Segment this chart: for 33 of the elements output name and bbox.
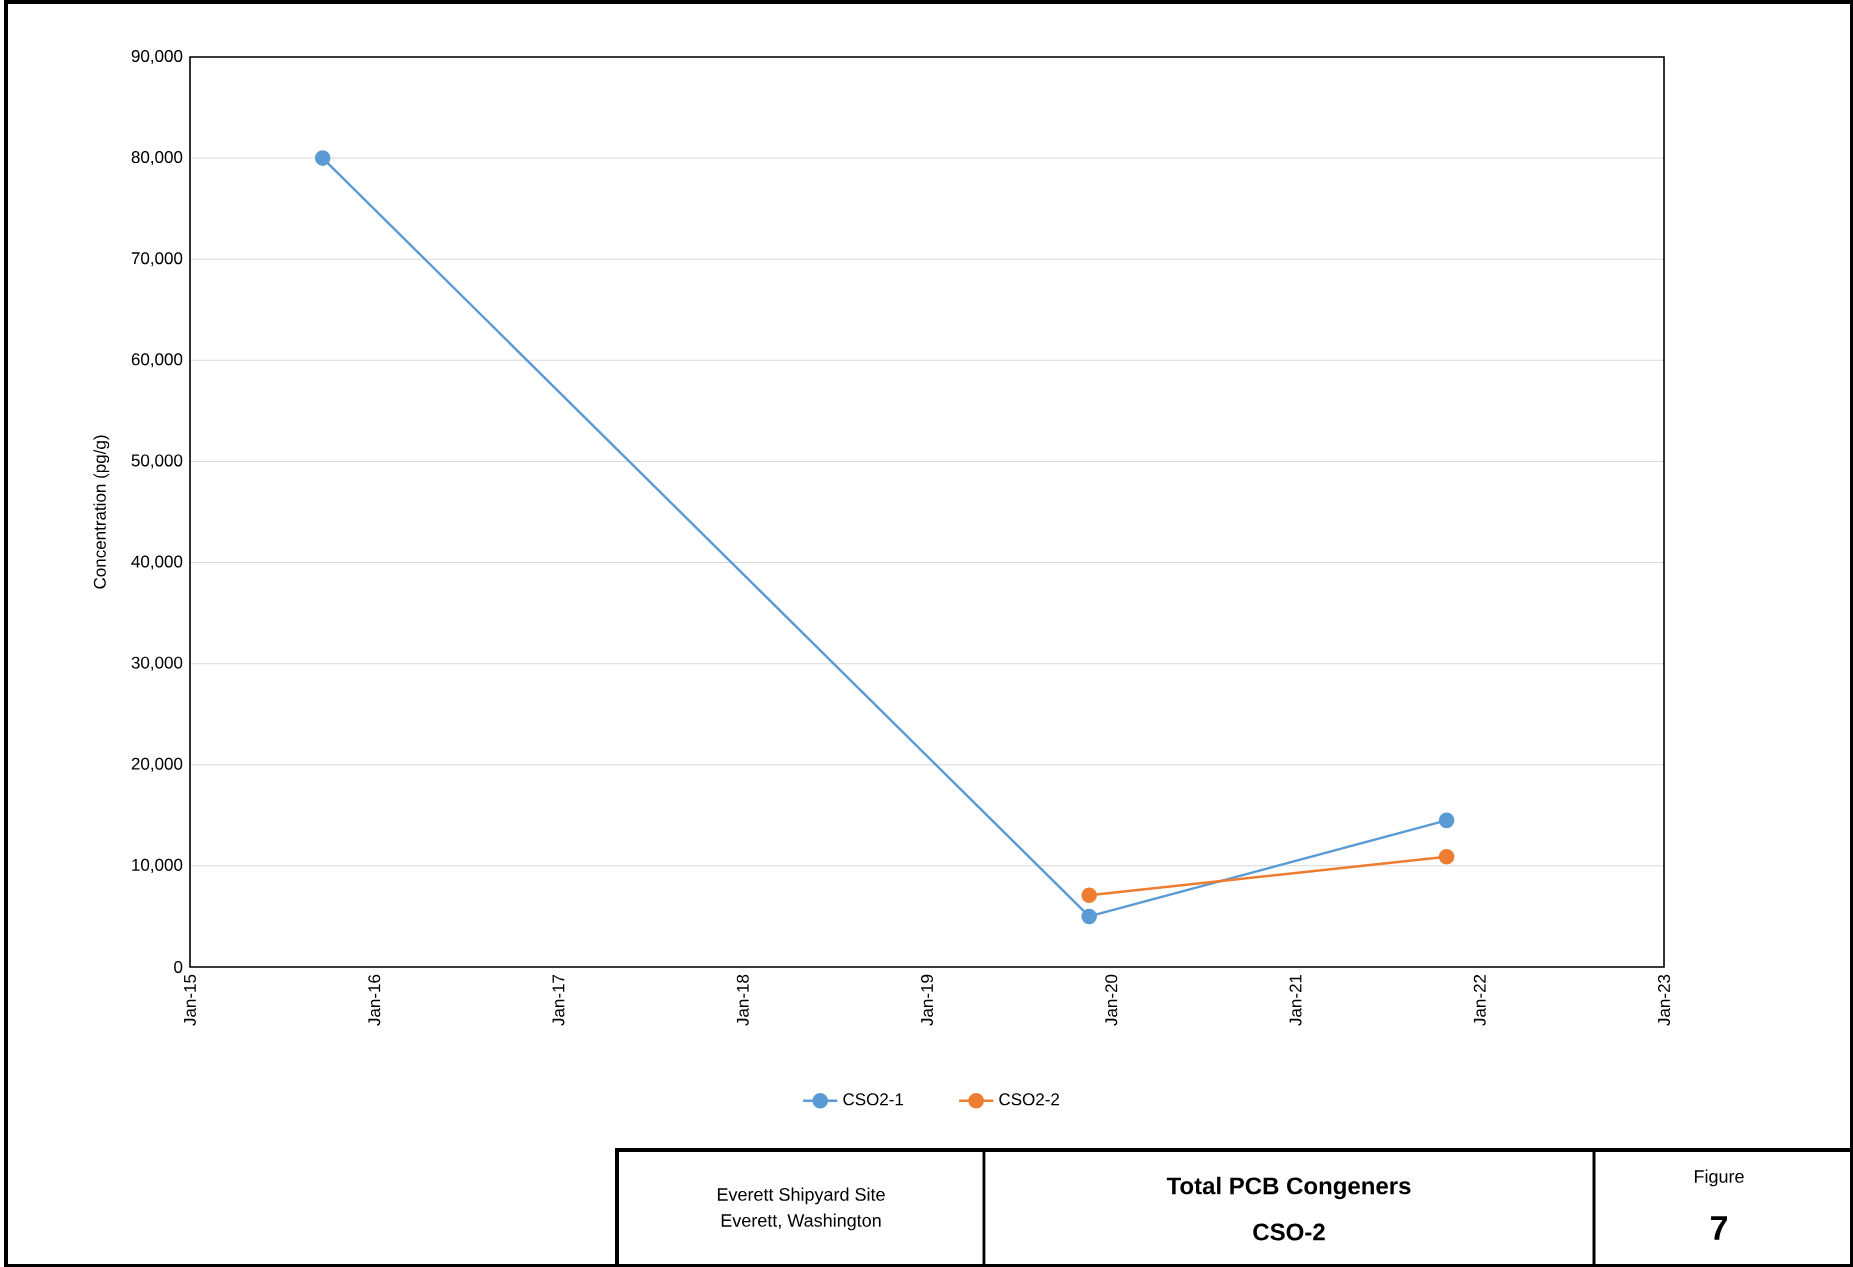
y-tick-label: 50,000 xyxy=(131,454,183,469)
y-axis-title: Concentration (pg/g) xyxy=(93,435,110,589)
x-tick-label: Jan-19 xyxy=(921,974,934,1026)
y-tick-label: 40,000 xyxy=(131,555,183,570)
legend-label: CSO2-1 xyxy=(843,1093,904,1106)
x-tick-label: Jan-15 xyxy=(184,974,196,1026)
text: Everett Shipyard Site xyxy=(717,1187,885,1205)
x-tick-label: Jan-20 xyxy=(1105,974,1118,1026)
y-tick-label: 10,000 xyxy=(132,858,183,873)
legend-label: CSO2-2 xyxy=(999,1093,1059,1106)
y-tick-label: 20,000 xyxy=(131,757,183,772)
x-tick-label: Jan-21 xyxy=(1289,974,1302,1026)
point xyxy=(1081,908,1097,925)
text: Total PCB Congeners xyxy=(1166,1176,1411,1200)
x-tick-label: Jan-17 xyxy=(552,974,565,1026)
y-tick-label: 80,000 xyxy=(131,151,183,166)
text: CSO-2 xyxy=(1253,1223,1325,1241)
y-tick-label: 60,000 xyxy=(131,353,183,368)
x-tick-label: Jan-22 xyxy=(1473,974,1486,1026)
text: Figure xyxy=(1694,1169,1744,1187)
y-tick-label: 30,000 xyxy=(131,656,183,671)
point xyxy=(1438,848,1455,865)
x-tick-label: Jan-16 xyxy=(368,974,381,1026)
y-tick-label: 0 xyxy=(174,960,183,973)
point xyxy=(314,150,331,166)
text: 7 xyxy=(1711,1216,1727,1240)
text: Everett, Washington xyxy=(721,1213,881,1231)
y-tick-label: 70,000 xyxy=(131,252,183,267)
x-tick-label: Jan-18 xyxy=(736,974,749,1026)
y-tick-label: 90,000 xyxy=(131,49,183,64)
point xyxy=(1438,812,1455,829)
x-tick-label: Jan-23 xyxy=(1658,974,1671,1026)
point xyxy=(1081,887,1097,903)
